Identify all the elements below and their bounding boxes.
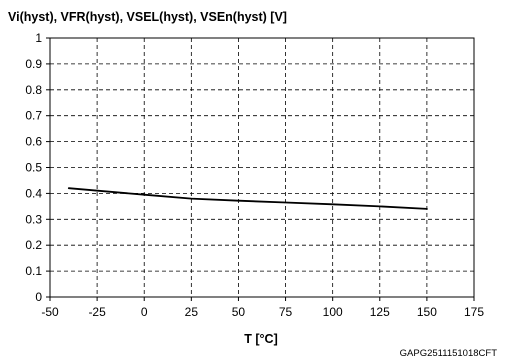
- x-tick-label: 75: [279, 305, 293, 319]
- y-tick-label: 0.5: [25, 161, 42, 175]
- x-tick-label: 125: [370, 305, 390, 319]
- y-tick-label: 0.4: [25, 186, 42, 200]
- x-tick-label: 150: [417, 305, 437, 319]
- y-tick-labels: 0 0.1 0.2 0.3 0.4 0.5 0.6 0.7 0.8 0.9 1: [25, 31, 50, 304]
- y-tick-label: 0.6: [25, 135, 42, 149]
- x-tick-label: 100: [323, 305, 343, 319]
- chart-title: Vi(hyst), VFR(hyst), VSEL(hyst), VSEn(hy…: [8, 10, 287, 24]
- x-tick-label: -50: [41, 305, 59, 319]
- grid-layer: [50, 38, 474, 297]
- x-tick-label: -25: [88, 305, 106, 319]
- x-tick-label: 25: [185, 305, 199, 319]
- y-tick-label: 0.2: [25, 238, 42, 252]
- y-tick-label: 0.3: [25, 212, 42, 226]
- series-line: [67, 187, 428, 210]
- y-tick-label: 1: [35, 31, 42, 45]
- y-tick-label: 0.7: [25, 109, 42, 123]
- figure-code: GAPG2511151018CFT: [400, 348, 498, 359]
- series-layer: [67, 187, 428, 210]
- x-axis-label: T [°C]: [244, 332, 277, 346]
- x-tick-labels: -50 -25 0 25 50 75 100 125 150 175: [41, 297, 484, 319]
- x-tick-label: 50: [232, 305, 246, 319]
- x-tick-label: 0: [141, 305, 148, 319]
- y-tick-label: 0: [35, 290, 42, 304]
- y-tick-label: 0.9: [25, 57, 42, 71]
- x-tick-label: 175: [464, 305, 484, 319]
- y-tick-label: 0.8: [25, 83, 42, 97]
- y-tick-label: 0.1: [25, 264, 42, 278]
